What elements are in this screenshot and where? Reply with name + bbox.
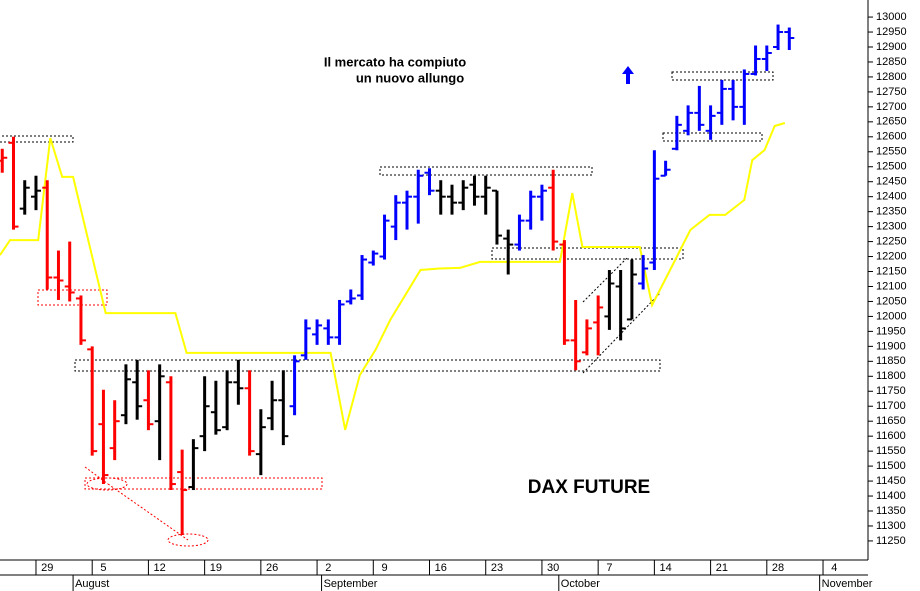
month-label: August [75,578,109,590]
level-box [74,359,661,372]
x-tick-label: 5 [100,562,106,574]
y-tick-label: 11850 [876,355,906,367]
x-tick-label: 23 [491,562,503,574]
level-box [671,71,774,81]
y-tick-label: 11700 [876,400,906,412]
y-tick-label: 12850 [876,56,907,68]
dashed-line [107,483,189,541]
month-label: September [324,578,378,590]
month-label: November [822,578,873,590]
y-tick-label: 12350 [876,206,907,218]
x-tick-label: 9 [381,562,387,574]
chart-title: DAX FUTURE [528,477,650,498]
y-tick-label: 12300 [876,221,907,233]
y-tick-label: 12750 [876,86,907,98]
y-tick-label: 11450 [876,475,906,487]
x-tick-label: 12 [154,562,166,574]
y-tick-label: 11650 [876,415,906,427]
x-tick-label: 29 [41,562,53,574]
y-tick-label: 11800 [876,370,906,382]
y-tick-label: 11900 [876,340,906,352]
y-tick-label: 12800 [876,71,907,83]
ellipse [86,477,128,491]
level-box [379,166,593,176]
y-tick-label: 11500 [876,460,906,472]
y-tick-label: 12650 [876,116,907,128]
x-tick-label: 28 [772,562,784,574]
y-tick-label: 11350 [876,505,906,517]
y-tick-label: 11750 [876,385,906,397]
y-tick-label: 12550 [876,146,907,158]
x-tick-label: 21 [716,562,728,574]
y-tick-label: 12100 [876,280,907,292]
x-tick-label: 4 [831,562,837,574]
y-tick-label: 13000 [876,11,907,23]
y-tick-label: 12150 [876,265,907,277]
y-tick-label: 12000 [876,310,907,322]
annotation: Il mercato ha compiuto [324,54,466,69]
y-tick-label: 12950 [876,26,907,38]
y-tick-label: 11400 [876,490,906,502]
y-tick-label: 12500 [876,161,907,173]
x-tick-label: 26 [266,562,278,574]
y-tick-label: 12450 [876,176,907,188]
level-box [0,135,74,143]
y-tick-label: 12050 [876,295,907,307]
y-tick-label: 11950 [876,325,906,337]
y-tick-label: 12700 [876,101,907,113]
y-tick-label: 11250 [876,535,906,547]
x-tick-label: 19 [210,562,222,574]
arrow-up [622,66,634,84]
month-label: October [561,578,600,590]
annotation: un nuovo allungo [356,70,464,85]
y-tick-label: 12200 [876,250,907,262]
level-box [662,132,763,142]
channel-line [582,292,661,374]
y-tick-label: 12600 [876,131,907,143]
y-tick-label: 12900 [876,41,907,53]
annotation-shapes [0,66,774,547]
y-tick-label: 11600 [876,430,906,442]
y-tick-label: 12400 [876,191,907,203]
ellipse [167,533,209,547]
x-tick-label: 2 [325,562,331,574]
x-tick-label: 14 [659,562,671,574]
y-tick-label: 11550 [876,445,906,457]
x-tick-label: 30 [547,562,559,574]
dashed-line [84,466,109,485]
x-tick-label: 7 [606,562,612,574]
y-tick-label: 11300 [876,520,906,532]
level-box [37,289,108,306]
y-tick-label: 12250 [876,235,907,247]
overlay-line [0,122,786,431]
level-box [491,247,684,260]
x-tick-label: 16 [435,562,447,574]
